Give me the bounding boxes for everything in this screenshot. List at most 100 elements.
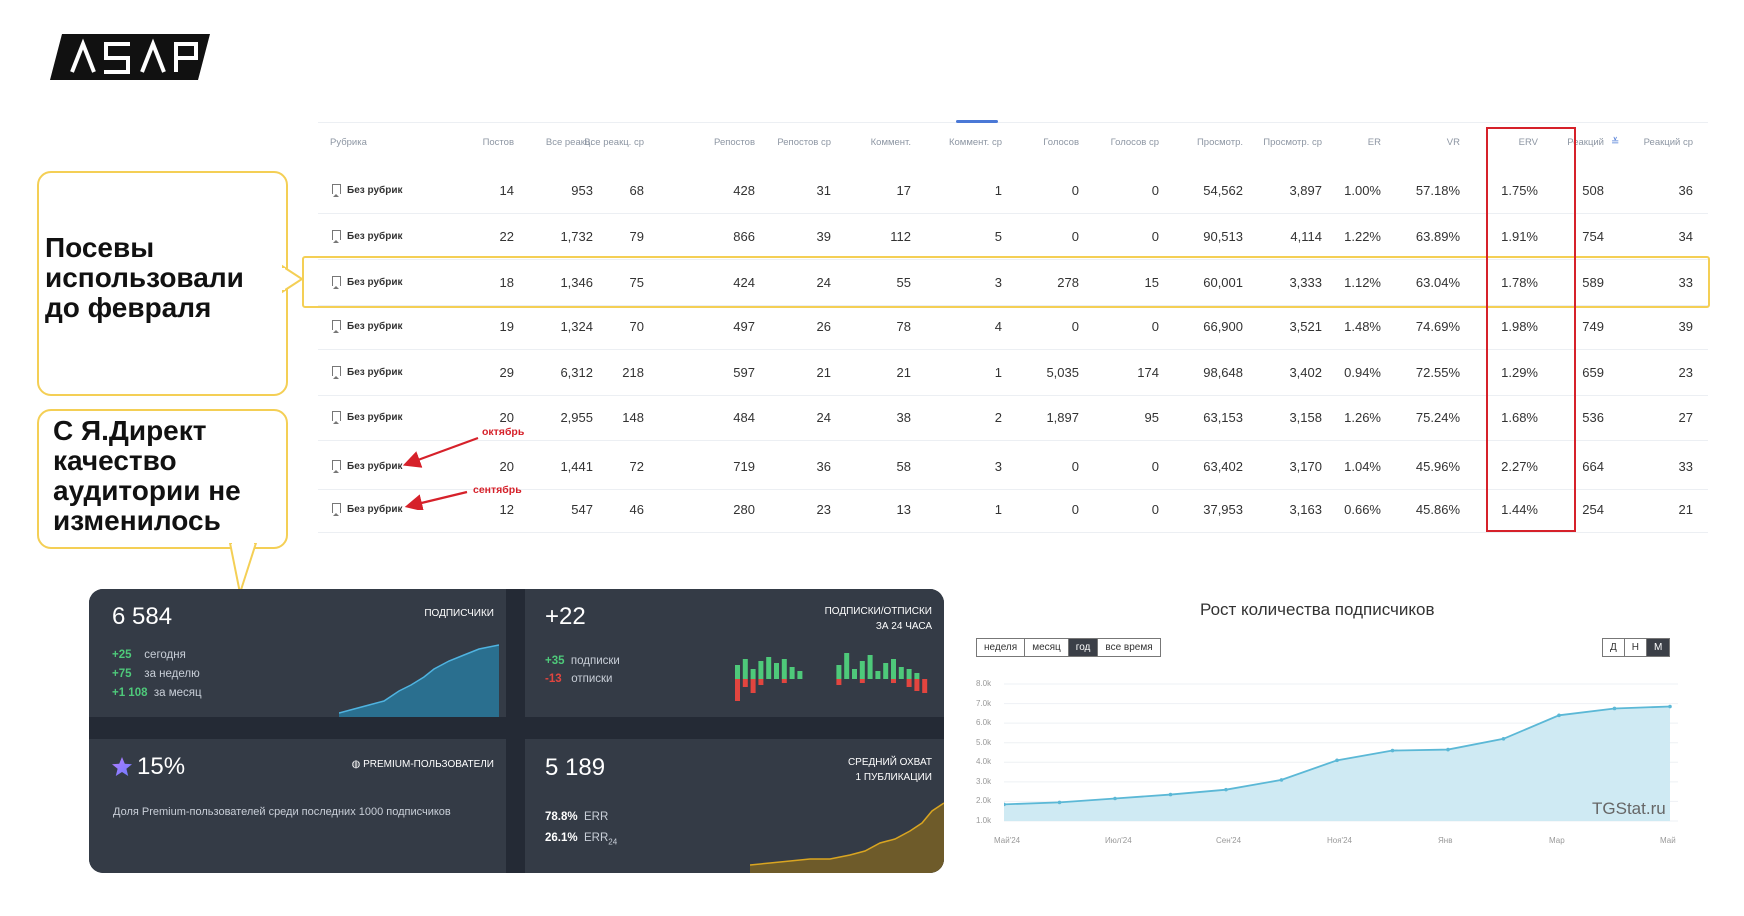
column-header[interactable]: Рубрика <box>330 137 367 148</box>
table-cell: 2.27% <box>1501 459 1538 474</box>
rubric-cell: Без рубрик <box>332 444 402 489</box>
table-cell: 22 <box>499 229 514 244</box>
table-cell: 508 <box>1582 183 1604 198</box>
growth-point[interactable] <box>1446 747 1450 752</box>
column-header[interactable]: Коммент. <box>870 137 911 148</box>
column-header[interactable]: Постов <box>482 137 514 148</box>
growth-point[interactable] <box>1279 778 1284 782</box>
rubric-name: Без рубрик <box>347 321 403 332</box>
range-all-time[interactable]: все время <box>1105 642 1153 653</box>
sort-icon[interactable]: ≚ <box>1611 137 1620 148</box>
y-tick-label: 4.0k <box>976 757 992 767</box>
table-cell: 4 <box>994 319 1002 334</box>
column-header[interactable]: Голосов ср <box>1110 137 1159 148</box>
subscribe-bar <box>758 661 764 679</box>
sub-unsub-panel: +22 ПОДПИСКИ/ОТПИСКИ ЗА 24 ЧАСА +35 подп… <box>525 589 944 717</box>
range-week[interactable]: неделя <box>977 639 1026 656</box>
table-cell: 3,897 <box>1289 183 1322 198</box>
x-tick-label: Мар <box>1549 836 1565 845</box>
column-header[interactable]: Голосов <box>1043 137 1079 148</box>
column-header[interactable]: Репостов ср <box>777 137 831 148</box>
table-top-border <box>318 122 1708 123</box>
table-row[interactable]: Без рубрик 20 1,441 72 719 36 58 3 0 0 63,402 3,170… <box>318 444 1708 490</box>
erv-column-highlight <box>1486 127 1576 532</box>
table-cell: 45.86% <box>1415 502 1460 517</box>
bookmark-icon <box>332 320 341 333</box>
rubric-name: Без рубрик <box>347 412 403 423</box>
subscribe-bar <box>914 673 920 679</box>
x-tick-label: Май <box>1660 836 1676 845</box>
growth-point[interactable] <box>1224 787 1228 792</box>
unsubscribe-bar <box>742 679 748 687</box>
asap-logo <box>50 34 210 80</box>
growth-point[interactable] <box>1113 796 1117 801</box>
table-row[interactable]: Без рубрик 29 6,312 218 597 21 21 1 5,035 174 98,6… <box>318 350 1708 396</box>
growth-point[interactable] <box>1668 704 1672 709</box>
rubric-name: Без рубрик <box>347 231 403 242</box>
table-cell: 3,158 <box>1289 410 1322 425</box>
table-row[interactable]: Без рубрик 12 547 46 280 23 13 1 0 0 37,953 3,163 0.… <box>318 487 1708 533</box>
table-cell: 55 <box>896 275 911 290</box>
subscribe-bar <box>735 665 740 679</box>
table-cell: 58 <box>896 459 911 474</box>
premium-panel: 15% ◍ PREMIUM-ПОЛЬЗОВАТЕЛИ Доля Premium-… <box>89 739 506 873</box>
column-header[interactable]: ERV <box>1518 137 1538 148</box>
column-header[interactable]: Все реакц. ср <box>584 137 644 148</box>
growth-point[interactable] <box>1168 792 1173 797</box>
column-header[interactable]: Просмотр. <box>1196 137 1243 148</box>
table-cell: 2 <box>994 410 1002 425</box>
range-year[interactable]: год <box>1068 639 1099 656</box>
column-header[interactable]: Коммент. ср <box>948 137 1002 148</box>
table-cell: 63.89% <box>1415 229 1460 244</box>
unsubscribe-bar <box>758 679 764 685</box>
column-header[interactable]: Просмотр. ср <box>1263 137 1322 148</box>
table-row[interactable]: Без рубрик 14 953 68 428 31 17 1 0 0 54,562 3,897 1.… <box>318 168 1708 214</box>
growth-point[interactable] <box>1557 713 1561 718</box>
table-cell: 21 <box>896 365 911 380</box>
table-cell: 27 <box>1678 410 1693 425</box>
column-header[interactable]: Реакций <box>1567 137 1604 148</box>
granularity-day[interactable]: Д <box>1603 639 1625 656</box>
table-cell: 497 <box>733 319 755 334</box>
subscribe-bar <box>750 669 756 679</box>
growth-point[interactable] <box>1335 758 1339 763</box>
column-header[interactable]: Все реакц. <box>545 137 593 148</box>
table-cell: 5,035 <box>1046 365 1079 380</box>
table-cell: 19 <box>499 319 514 334</box>
column-header[interactable]: Реакций ср <box>1643 137 1693 148</box>
column-header[interactable]: Репостов <box>714 137 755 148</box>
table-cell: 24 <box>816 275 831 290</box>
table-cell: 95 <box>1144 410 1159 425</box>
table-cell: 547 <box>571 502 593 517</box>
highlight-row-box <box>302 256 1710 308</box>
table-row[interactable]: Без рубрик 18 1,346 75 424 24 55 3 278 15 60,001 3,… <box>318 260 1708 306</box>
bookmark-icon <box>332 230 341 243</box>
rubric-name: Без рубрик <box>347 277 403 288</box>
table-row[interactable]: Без рубрик 20 2,955 148 484 24 38 2 1,897 95 63,15… <box>318 395 1708 441</box>
table-cell: 39 <box>816 229 831 244</box>
table-row[interactable]: Без рубрик 19 1,324 70 497 26 78 4 0 0 66,900 3,521… <box>318 304 1708 350</box>
table-cell: 254 <box>1582 502 1604 517</box>
range-selector: неделя месяц год все время <box>976 638 1161 657</box>
table-cell: 0.94% <box>1344 365 1381 380</box>
table-cell: 1 <box>994 365 1002 380</box>
table-cell: 174 <box>1137 365 1159 380</box>
y-tick-label: 2.0k <box>976 796 992 806</box>
range-month[interactable]: месяц <box>1025 639 1069 656</box>
unsubscribe-bar <box>750 679 756 693</box>
column-header[interactable]: VR <box>1446 137 1460 148</box>
column-header[interactable]: ER <box>1367 137 1381 148</box>
table-cell: 79 <box>629 229 644 244</box>
growth-point[interactable] <box>1004 802 1006 807</box>
growth-point[interactable] <box>1390 748 1395 753</box>
table-cell: 33 <box>1678 275 1693 290</box>
granularity-month[interactable]: М <box>1647 639 1670 656</box>
table-row[interactable]: Без рубрик 22 1,732 79 866 39 112 5 0 0 90,513 4,11… <box>318 214 1708 260</box>
callout-seeding-pointer <box>282 264 304 294</box>
growth-point[interactable] <box>1057 800 1062 805</box>
table-cell: 36 <box>1678 183 1693 198</box>
table-cell: 38 <box>896 410 911 425</box>
growth-point[interactable] <box>1612 706 1617 711</box>
granularity-week[interactable]: Н <box>1625 639 1648 656</box>
growth-point[interactable] <box>1501 737 1506 741</box>
